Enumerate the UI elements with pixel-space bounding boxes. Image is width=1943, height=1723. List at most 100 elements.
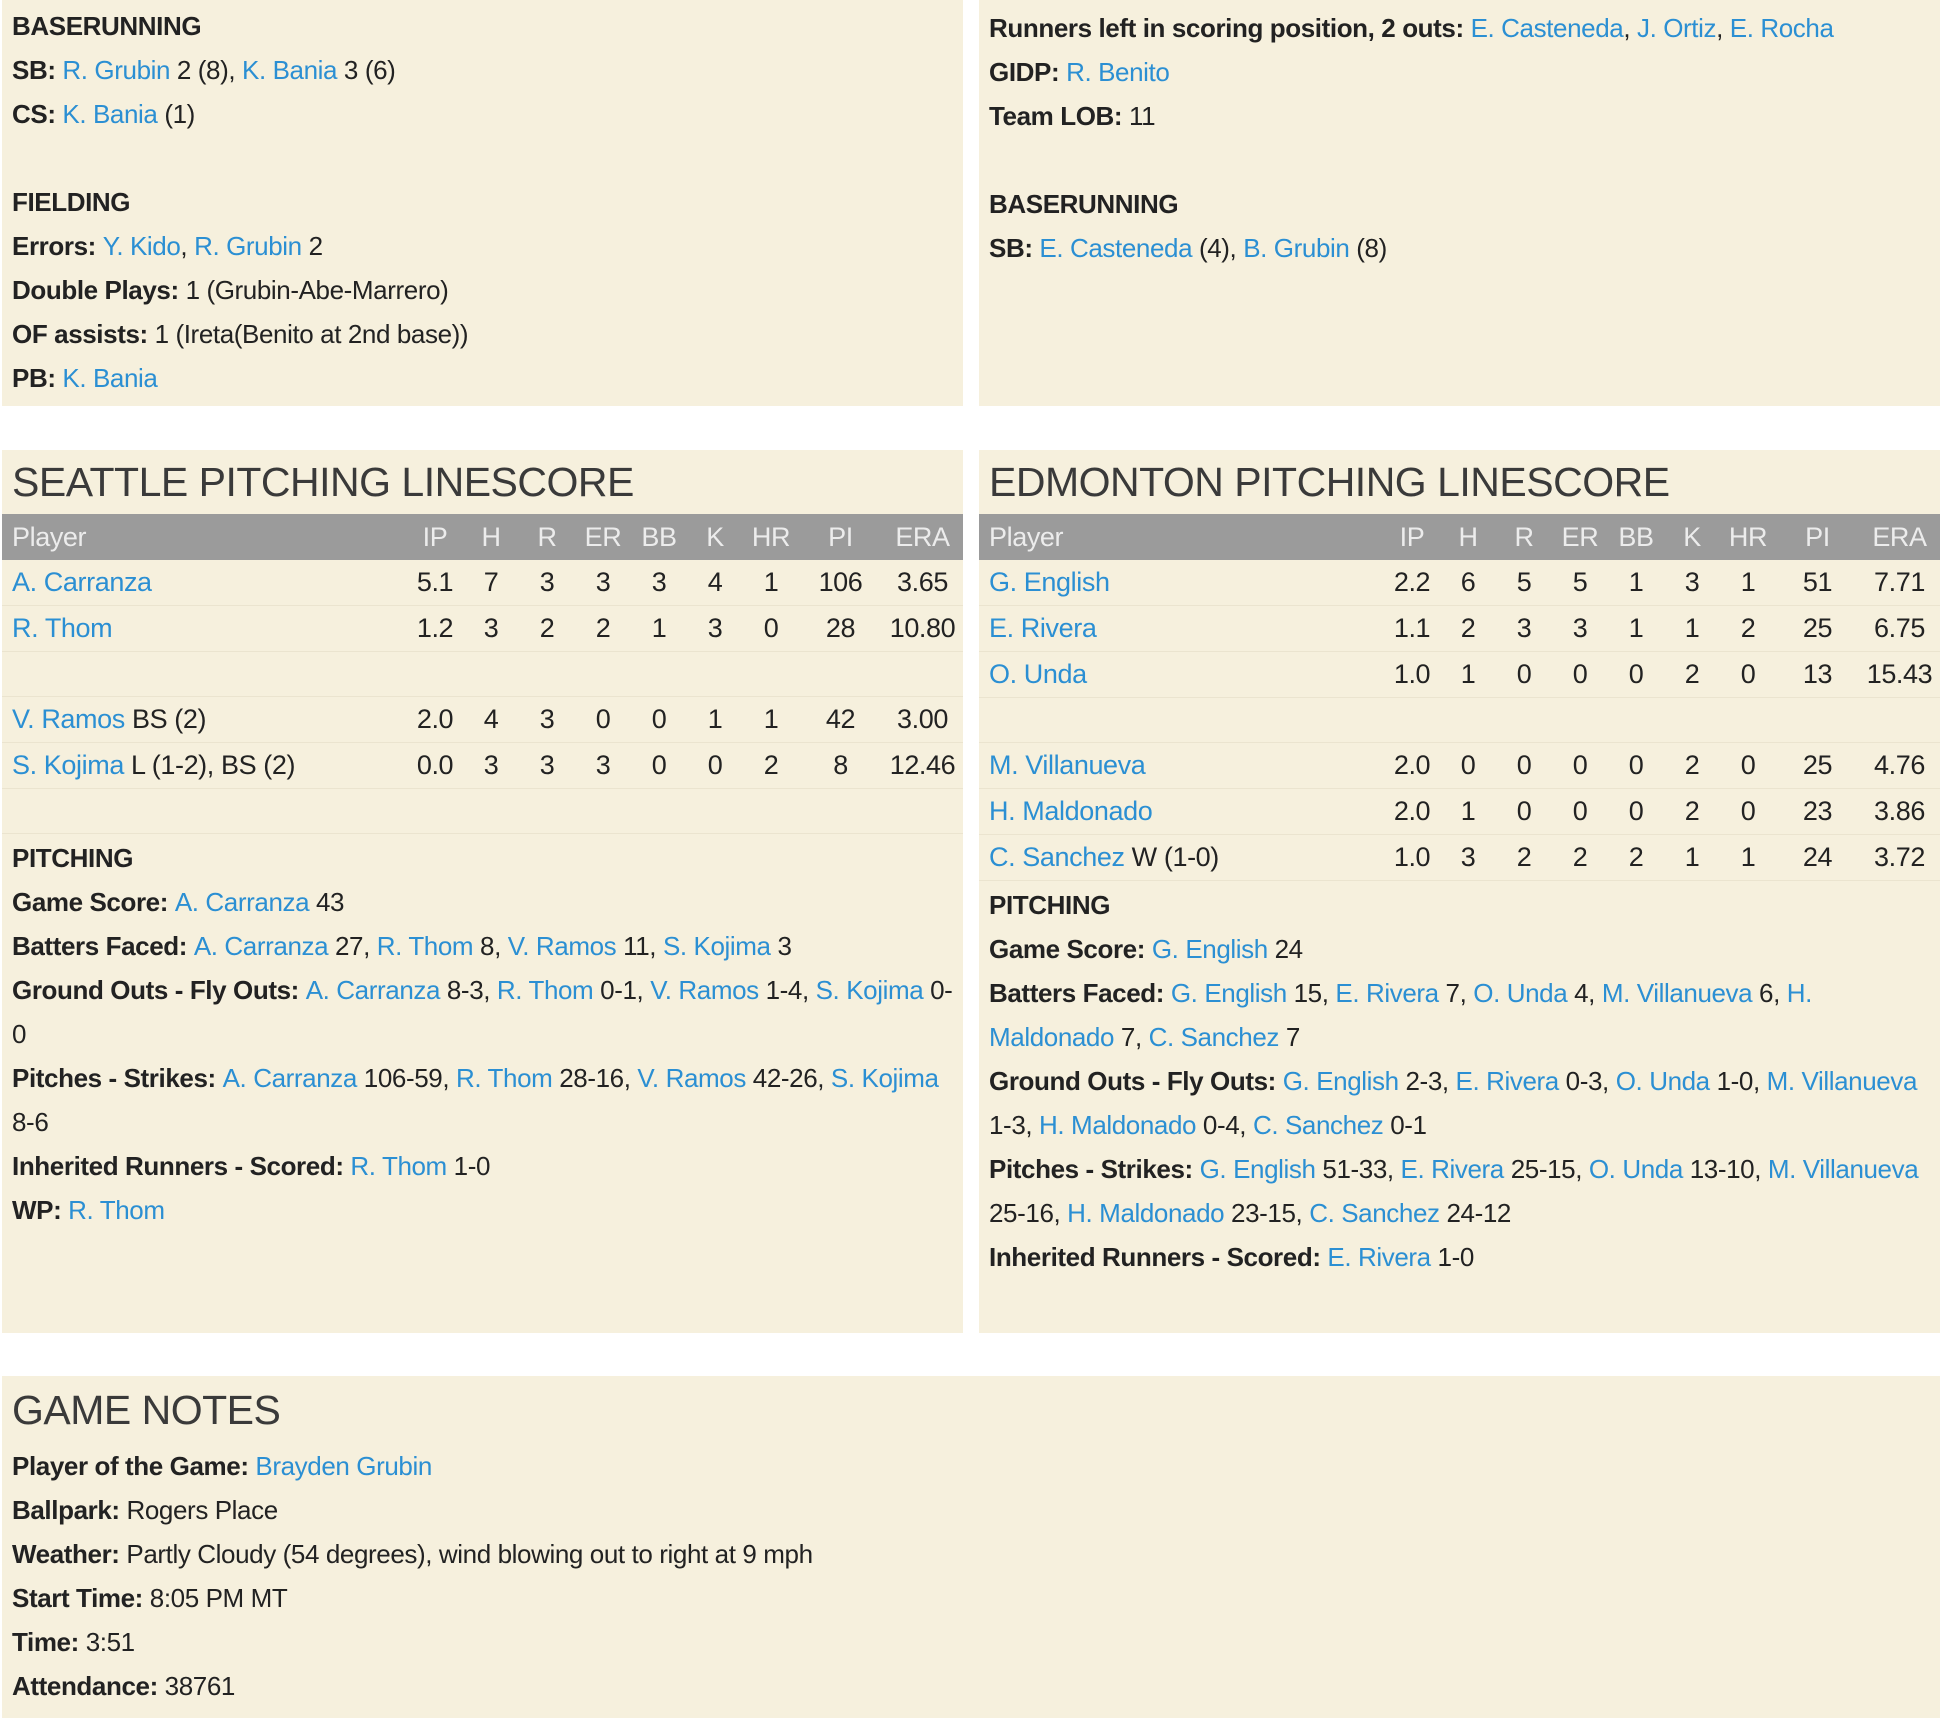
column-header-bb: BB — [631, 514, 687, 560]
edmonton-pitching-panel: EDMONTON PITCHING LINESCORE Player IP H R ER… — [979, 450, 1940, 1333]
player-link[interactable]: H. Maldonado — [989, 796, 1153, 826]
player-link[interactable]: H. Maldonado — [989, 978, 1812, 1052]
player-link[interactable]: A. Carranza — [305, 975, 441, 1005]
player-link[interactable]: V. Ramos — [507, 931, 617, 961]
stat-r: 0 — [1496, 651, 1552, 698]
player-link[interactable]: O. Unda — [989, 659, 1087, 689]
player-link[interactable]: K. Bania — [242, 55, 338, 85]
note-line: Game Score: G. English 24 — [989, 927, 1930, 971]
player-link[interactable]: E. Casteneda — [1039, 233, 1193, 263]
player-link[interactable]: R. Thom — [496, 975, 594, 1005]
player-link[interactable]: M. Villanueva — [1766, 1066, 1918, 1096]
stat-h: 7 — [463, 560, 519, 606]
player-link[interactable]: Brayden Grubin — [255, 1451, 432, 1481]
note-line: Ground Outs - Fly Outs: G. English 2-3, … — [989, 1059, 1930, 1147]
player-link[interactable]: R. Thom — [350, 1151, 447, 1181]
stat-pi: 42 — [799, 696, 882, 743]
player-link[interactable]: G. English — [989, 567, 1110, 597]
player-link[interactable]: E. Rivera — [1400, 1154, 1505, 1184]
player-link[interactable]: O. Unda — [1588, 1154, 1683, 1184]
stat-h: 1 — [1440, 788, 1496, 835]
player-link[interactable]: E. Rivera — [1327, 1242, 1431, 1272]
player-link[interactable]: G. English — [1282, 1066, 1399, 1096]
note-text: Rogers Place — [126, 1495, 279, 1525]
note-line: Player of the Game: Brayden Grubin — [12, 1444, 1930, 1488]
note-text: 6, — [1752, 978, 1787, 1008]
spacer-cell — [2, 651, 963, 697]
stat-er: 2 — [1552, 834, 1608, 881]
stat-era: 10.80 — [882, 605, 963, 652]
player-cell: O. Unda — [979, 651, 1384, 698]
column-header-ip: IP — [407, 514, 463, 560]
stat-era: 15.43 — [1859, 651, 1940, 698]
player-link[interactable]: O. Unda — [1615, 1066, 1710, 1096]
player-link[interactable]: E. Casteneda — [1470, 13, 1624, 43]
player-link[interactable]: V. Ramos — [637, 1063, 746, 1093]
player-link[interactable]: G. English — [1170, 978, 1287, 1008]
stat-bb: 0 — [631, 742, 687, 789]
player-link[interactable]: H. Maldonado — [1067, 1198, 1225, 1228]
player-link[interactable]: Y. Kido — [102, 231, 181, 261]
player-link[interactable]: E. Rivera — [989, 613, 1097, 643]
note-line: Pitches - Strikes: G. English 51-33, E. … — [989, 1147, 1930, 1235]
player-link[interactable]: S. Kojima — [815, 975, 924, 1005]
stat-er: 5 — [1552, 560, 1608, 606]
stat-pi: 13 — [1776, 651, 1859, 698]
player-link[interactable]: H. Maldonado — [1039, 1110, 1197, 1140]
player-link[interactable]: A. Carranza — [12, 567, 152, 597]
player-link[interactable]: V. Ramos — [12, 704, 125, 734]
stat-h: 3 — [463, 742, 519, 789]
player-link[interactable]: E. Rivera — [1335, 978, 1439, 1008]
note-text: 8-3, — [440, 975, 497, 1005]
column-header-hr: HR — [1720, 514, 1776, 560]
column-header-k: K — [687, 514, 743, 560]
player-link[interactable]: E. Rocha — [1729, 13, 1834, 43]
player-link[interactable]: K. Bania — [62, 363, 158, 393]
player-link[interactable]: S. Kojima — [662, 931, 771, 961]
table-header-row: Player IP H R ER BB K HR PI ERA — [979, 514, 1940, 560]
player-link[interactable]: M. Villanueva — [1601, 978, 1753, 1008]
pitching-notes: PITCHING Game Score: G. English 24 Batters… — [979, 881, 1940, 1279]
stat-k: 2 — [1664, 788, 1720, 835]
player-link[interactable]: A. Carranza — [193, 931, 329, 961]
player-cell: H. Maldonado — [979, 788, 1384, 835]
note-label: Pitches - Strikes: — [989, 1154, 1200, 1184]
player-link[interactable]: M. Villanueva — [1767, 1154, 1919, 1184]
stat-hr: 0 — [1720, 651, 1776, 698]
edmonton-notes-panel: Runners left in scoring position, 2 outs… — [979, 0, 1940, 406]
stat-k: 4 — [687, 560, 743, 606]
player-link[interactable]: G. English — [1199, 1154, 1316, 1184]
player-link[interactable]: R. Thom — [376, 931, 474, 961]
player-link[interactable]: B. Grubin — [1243, 233, 1350, 263]
player-link[interactable]: O. Unda — [1473, 978, 1568, 1008]
player-link[interactable]: R. Benito — [1066, 57, 1170, 87]
player-link[interactable]: V. Ramos — [650, 975, 759, 1005]
player-link[interactable]: R. Thom — [68, 1195, 165, 1225]
player-cell: S. Kojima L (1-2), BS (2) — [2, 742, 407, 789]
player-link[interactable]: A. Carranza — [222, 1063, 358, 1093]
player-link[interactable]: S. Kojima — [830, 1063, 939, 1093]
player-cell: V. Ramos BS (2) — [2, 696, 407, 743]
player-link[interactable]: C. Sanchez — [1252, 1110, 1384, 1140]
player-link[interactable]: R. Thom — [12, 613, 113, 643]
player-link[interactable]: C. Sanchez — [989, 842, 1125, 872]
stat-bb: 0 — [631, 696, 687, 743]
stat-pi: 8 — [799, 742, 882, 789]
player-link[interactable]: R. Grubin — [194, 231, 302, 261]
stat-er: 0 — [1552, 788, 1608, 835]
player-link[interactable]: R. Thom — [455, 1063, 553, 1093]
player-link[interactable]: M. Villanueva — [989, 750, 1146, 780]
note-text: 25-16, — [989, 1198, 1068, 1228]
player-link[interactable]: J. Ortiz — [1636, 13, 1717, 43]
player-link[interactable]: S. Kojima — [12, 750, 124, 780]
player-link[interactable]: K. Bania — [62, 99, 158, 129]
note-line: Runners left in scoring position, 2 outs… — [989, 6, 1930, 50]
player-link[interactable]: C. Sanchez — [1148, 1022, 1280, 1052]
note-line: Team LOB: 11 — [989, 94, 1930, 138]
table-row: R. Thom 1.2 3 2 2 1 3 0 28 10.80 — [2, 605, 963, 652]
player-link[interactable]: E. Rivera — [1455, 1066, 1560, 1096]
player-link[interactable]: R. Grubin — [62, 55, 171, 85]
player-link[interactable]: G. English — [1151, 934, 1268, 964]
player-link[interactable]: C. Sanchez — [1309, 1198, 1440, 1228]
player-link[interactable]: A. Carranza — [174, 887, 310, 917]
